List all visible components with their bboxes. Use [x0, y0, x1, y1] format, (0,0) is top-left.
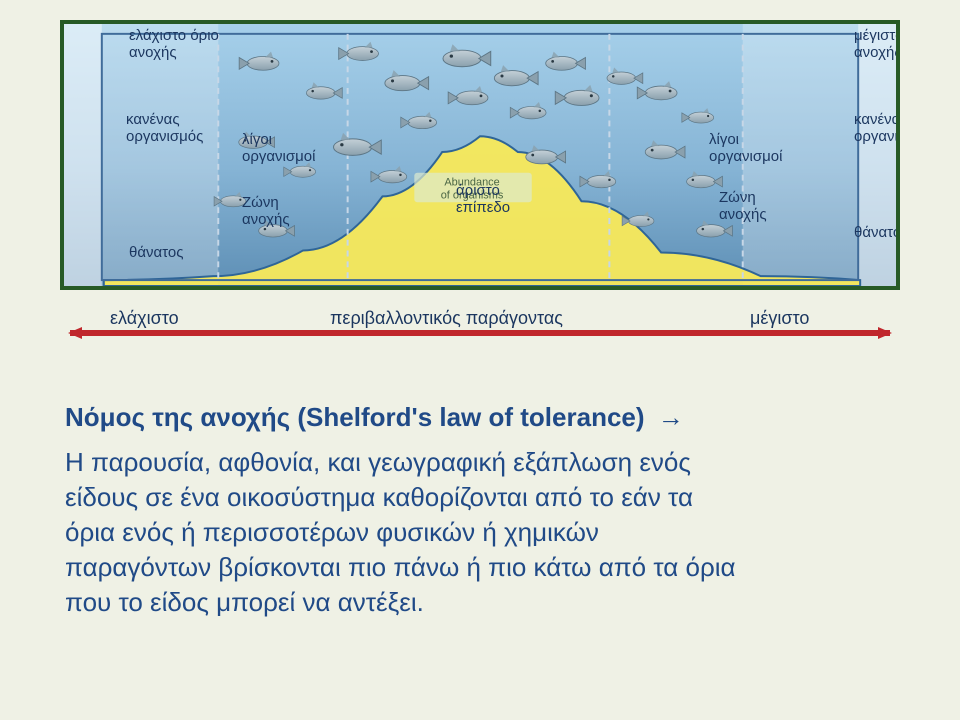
law-paragraph-line: Η παρουσία, αφθονία, και γεωγραφική εξάπ…: [65, 445, 895, 480]
axis-arrowhead-left-icon: [68, 327, 82, 339]
law-paragraph-line: παραγόντων βρίσκονται πιο πάνω ή πιο κάτ…: [65, 550, 895, 585]
law-paragraph-line: είδους σε ένα οικοσύστημα καθορίζονται α…: [65, 480, 895, 515]
label-few-right: λίγοιοργανισμοί: [709, 131, 782, 166]
arrow-right-icon: →: [658, 402, 684, 432]
label-zone-right: Ζώνηανοχής: [719, 189, 767, 224]
law-paragraph-line: που το είδος μπορεί να αντέξει.: [65, 585, 895, 620]
label-death-left: θάνατος: [129, 244, 183, 261]
label-optimum: άριστοεπίπεδο: [456, 182, 510, 217]
label-none-left: κανέναςοργανισμός: [126, 111, 203, 146]
label-zone-left: Ζώνηανοχής: [242, 194, 290, 229]
axis-tick-max: μέγιστο: [750, 308, 809, 329]
law-paragraph-line: όρια ενός ή περισσοτέρων φυσικών ή χημικ…: [65, 515, 895, 550]
law-title: Νόμος της ανοχής (Shelford's law of tole…: [65, 400, 895, 435]
label-limit-max: μέγιστο όριοανοχής: [854, 27, 900, 62]
axis-panel: ελάχιστο περιβαλλοντικός παράγοντας μέγι…: [70, 300, 890, 360]
axis-arrowhead-right-icon: [878, 327, 892, 339]
axis-label-center: περιβαλλοντικός παράγοντας: [330, 308, 563, 329]
slide: Abundanceof organisms ελάχιστο όριοανοχή…: [0, 0, 960, 720]
body-text: Νόμος της ανοχής (Shelford's law of tole…: [65, 400, 895, 621]
axis-arrow: [70, 330, 890, 336]
label-death-right: θάνατος: [854, 224, 900, 241]
tolerance-diagram: Abundanceof organisms ελάχιστο όριοανοχή…: [60, 20, 900, 290]
law-title-text: Νόμος της ανοχής (Shelford's law of tole…: [65, 402, 645, 432]
label-limit-min: ελάχιστο όριοανοχής: [129, 27, 219, 62]
label-few-left: λίγοιοργανισμοί: [242, 131, 315, 166]
label-none-right: κανέναςοργανισμός: [854, 111, 900, 146]
axis-tick-min: ελάχιστο: [110, 308, 179, 329]
